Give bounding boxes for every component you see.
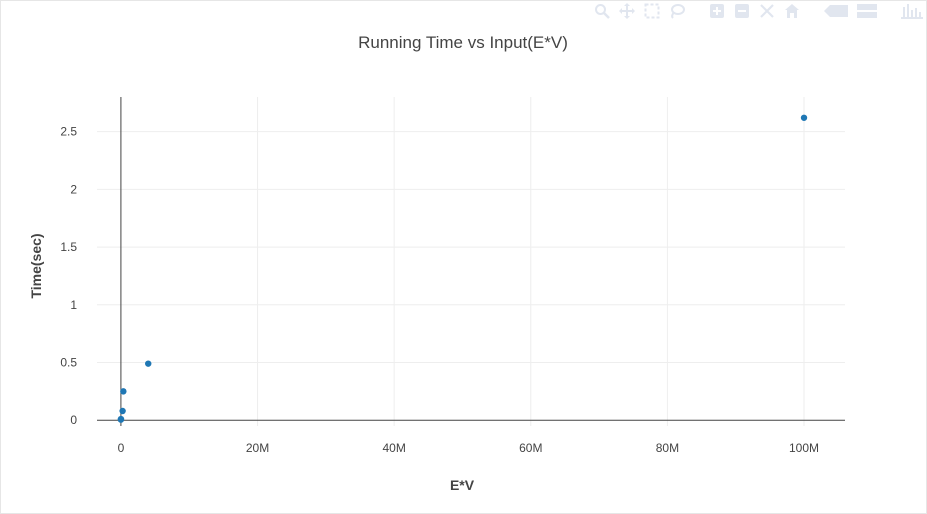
grid	[97, 97, 845, 426]
x-tick-label: 0	[118, 441, 125, 455]
data-points	[117, 114, 808, 423]
y-tick-label: 0.5	[60, 356, 77, 370]
box-select-icon[interactable]	[644, 3, 660, 19]
y-tick-label: 2	[70, 182, 77, 196]
x-tick-label: 80M	[656, 441, 679, 455]
chart-title: Running Time vs Input(E*V)	[358, 33, 568, 52]
x-tick-label: 40M	[382, 441, 405, 455]
data-point[interactable]	[119, 407, 126, 415]
modebar	[594, 3, 923, 19]
y-tick-label: 1.5	[60, 240, 77, 254]
x-tick-label: 60M	[519, 441, 542, 455]
y-tick-label: 2.5	[60, 125, 77, 139]
y-axis-title: Time(sec)	[28, 233, 44, 298]
axes	[97, 97, 845, 426]
x-tick-label: 100M	[789, 441, 819, 455]
autoscale-icon[interactable]	[759, 3, 775, 19]
zoom-in-icon[interactable]	[709, 3, 725, 19]
reset-axes-icon[interactable]	[784, 3, 800, 19]
zoom-icon[interactable]	[594, 3, 610, 19]
data-point[interactable]	[117, 415, 125, 423]
y-tick-label: 0	[70, 413, 77, 427]
data-point[interactable]	[800, 114, 808, 121]
zoom-out-icon[interactable]	[734, 3, 750, 19]
hover-compare-icon[interactable]	[857, 3, 877, 19]
tick-labels: 0 0.5 1 1.5 2 2.5 0 20M 40M 60M 80M 100M	[60, 125, 819, 455]
plotly-logo-icon[interactable]	[901, 3, 923, 19]
lasso-select-icon[interactable]	[669, 3, 685, 19]
x-axis-title: E*V	[450, 477, 475, 493]
x-tick-label: 20M	[246, 441, 269, 455]
hover-closest-icon[interactable]	[824, 3, 848, 19]
y-tick-label: 1	[70, 298, 77, 312]
pan-icon[interactable]	[619, 3, 635, 19]
data-point[interactable]	[120, 388, 127, 395]
data-point[interactable]	[145, 360, 152, 367]
